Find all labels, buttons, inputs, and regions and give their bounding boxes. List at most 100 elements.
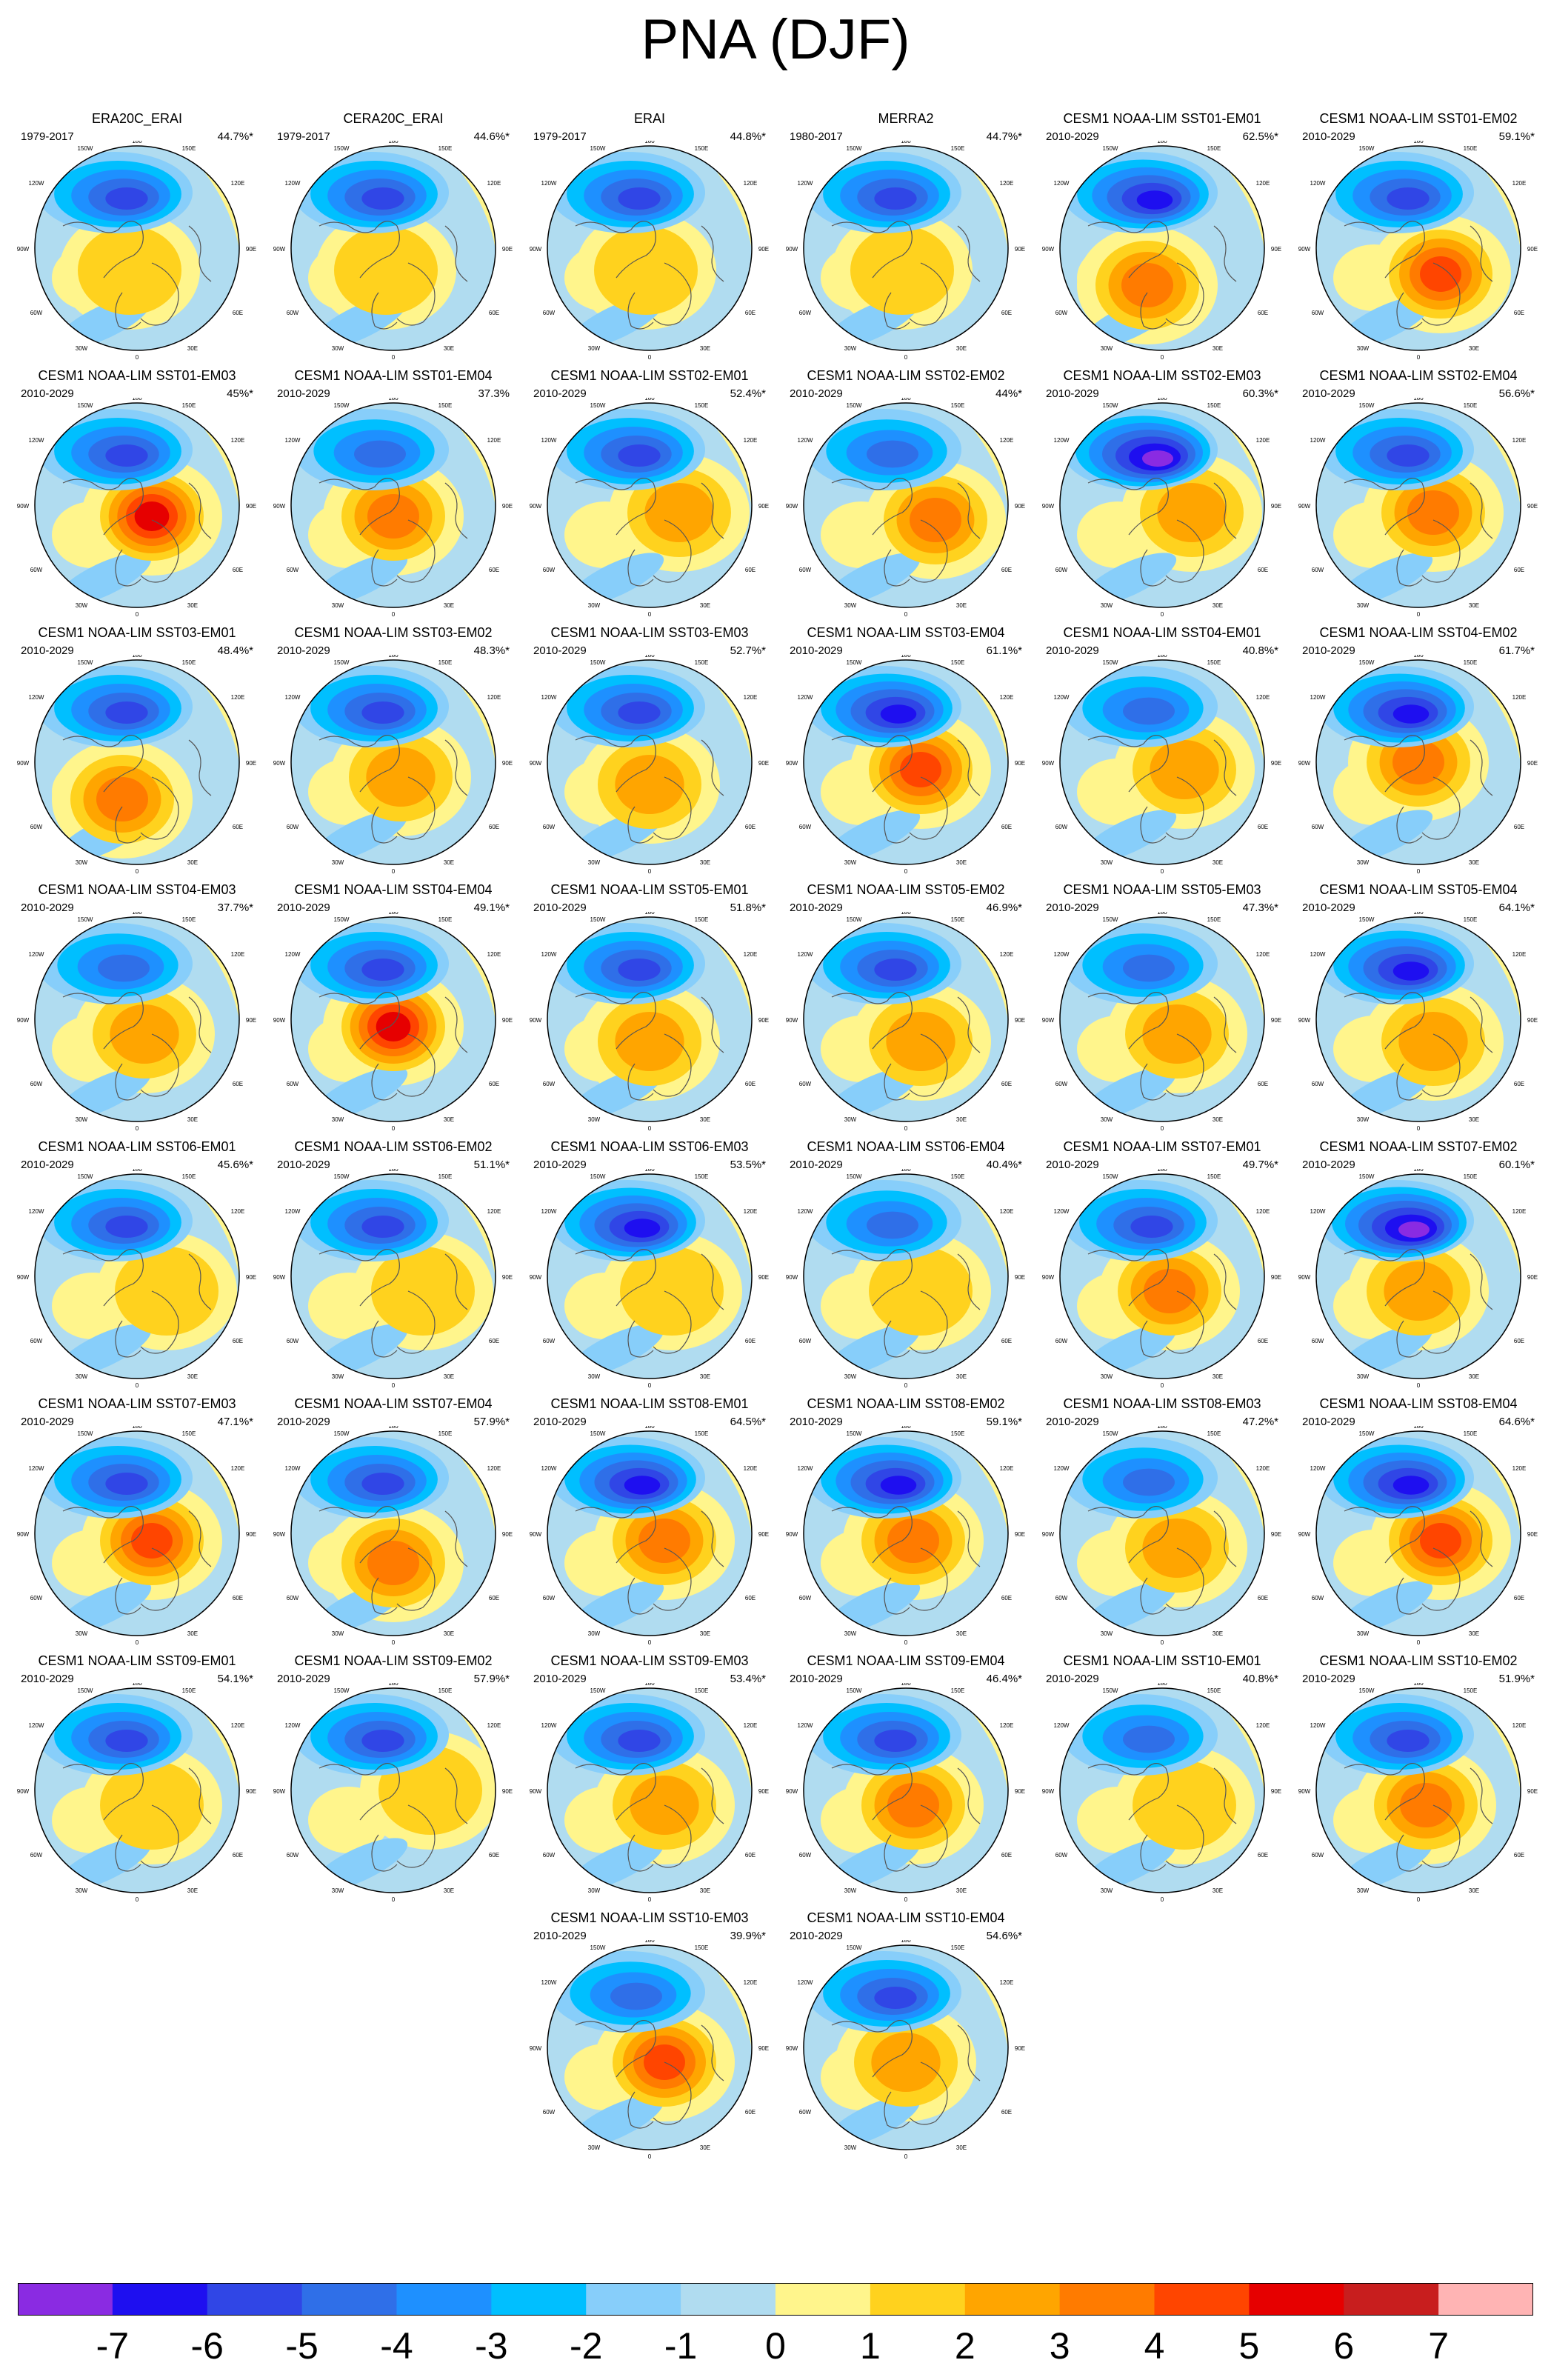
panel-variance-pct: 44.7%*	[217, 130, 253, 143]
panel-title: CESM1 NOAA-LIM SST06-EM01	[38, 1139, 236, 1154]
map-border	[1059, 1430, 1265, 1636]
map-field	[1316, 1431, 1521, 1636]
panel-period: 2010-2029	[1046, 644, 1099, 657]
polar-map: 180 0 90W 90E 120W 120E 150W 150E 60W 60E 30W 30E	[786, 398, 1025, 616]
panel-variance-pct: 59.1%*	[986, 1416, 1022, 1428]
map-panel: CESM1 NOAA-LIM SST04-EM02 2010-2029 61.7%*…	[1296, 625, 1541, 873]
panel-title: CESM1 NOAA-LIM SST04-EM03	[38, 882, 236, 897]
longitude-label: 30W	[588, 1373, 601, 1380]
map-border	[34, 659, 240, 865]
longitude-label: 150W	[1103, 916, 1118, 923]
longitude-label: 0	[1417, 1639, 1421, 1644]
panel-period: 2010-2029	[21, 387, 74, 400]
colorbar-swatch	[1154, 2283, 1250, 2316]
longitude-label: 180	[644, 1940, 655, 1944]
map-border	[1315, 1687, 1521, 1893]
longitude-label: 90W	[786, 2045, 798, 2052]
map-field	[1060, 1174, 1264, 1379]
longitude-label: 120E	[1512, 437, 1527, 444]
longitude-label: 120W	[798, 437, 813, 444]
map-border	[1315, 916, 1521, 1122]
longitude-label: 0	[648, 868, 652, 873]
longitude-label: 90E	[758, 1017, 769, 1024]
polar-map: 180 0 90W 90E 120W 120E 150W 150E 60W 60E 30W 30E	[1298, 141, 1538, 359]
map-field	[291, 146, 496, 350]
panel-variance-pct: 52.4%*	[730, 387, 766, 400]
longitude-label: 90E	[758, 2045, 769, 2052]
longitude-label: 0	[1417, 1125, 1421, 1130]
longitude-label: 90E	[1015, 1788, 1025, 1795]
longitude-label: 150W	[590, 659, 606, 666]
polar-map: 180 0 90W 90E 120W 120E 150W 150E 60W 60E 30W 30E	[530, 1169, 769, 1387]
longitude-label: 120W	[285, 1465, 301, 1472]
longitude-label: 120E	[1512, 1722, 1527, 1729]
longitude-label: 150E	[1207, 145, 1221, 152]
map-border	[1059, 145, 1265, 351]
map-panel: CESM1 NOAA-LIM SST02-EM03 2010-2029 60.3%*…	[1040, 368, 1284, 616]
colorbar-label: -6	[190, 2325, 224, 2367]
longitude-label: 60W	[543, 567, 556, 573]
colorbar-label: 4	[1144, 2325, 1165, 2367]
longitude-label: 0	[1417, 868, 1421, 873]
longitude-label: 150W	[78, 145, 93, 152]
panel-variance-pct: 54.6%*	[986, 1930, 1022, 1942]
longitude-label: 120E	[1256, 180, 1270, 187]
longitude-label: 150E	[695, 1687, 709, 1694]
longitude-label: 90W	[273, 1531, 286, 1538]
longitude-label: 60E	[1001, 2109, 1012, 2116]
polar-map: 180 0 90W 90E 120W 120E 150W 150E 60W 60E 30W 30E	[530, 1683, 769, 1901]
longitude-label: 180	[132, 1426, 142, 1430]
longitude-label: 120W	[798, 180, 813, 187]
longitude-label: 60W	[1312, 1081, 1324, 1087]
longitude-label: 60W	[287, 1852, 299, 1859]
longitude-label: 90W	[1042, 760, 1055, 767]
longitude-label: 180	[1413, 141, 1424, 144]
longitude-label: 30W	[76, 1630, 88, 1637]
longitude-label: 120W	[1054, 1208, 1070, 1215]
polar-map: 180 0 90W 90E 120W 120E 150W 150E 60W 60E 30W 30E	[1042, 655, 1281, 873]
longitude-label: 30W	[332, 1630, 344, 1637]
longitude-label: 150W	[1359, 145, 1375, 152]
longitude-label: 120W	[1054, 694, 1070, 701]
map-field	[804, 403, 1008, 607]
longitude-label: 0	[904, 1896, 908, 1901]
map-panel: ERA20C_ERAI 1979-2017 44.7%* 180 0 90W 90E 120W…	[15, 111, 259, 359]
longitude-label: 60E	[233, 824, 243, 830]
longitude-label: 90W	[17, 1531, 30, 1538]
longitude-label: 150W	[847, 402, 862, 409]
longitude-label: 120W	[29, 1722, 44, 1729]
longitude-label: 90W	[17, 1788, 30, 1795]
longitude-label: 30E	[1469, 1630, 1479, 1637]
longitude-label: 60E	[1258, 1852, 1268, 1859]
longitude-label: 120W	[285, 694, 301, 701]
panel-period: 2010-2029	[533, 1416, 587, 1428]
longitude-label: 60W	[1055, 1338, 1068, 1344]
longitude-label: 150W	[334, 402, 350, 409]
panel-title: CESM1 NOAA-LIM SST03-EM01	[38, 625, 236, 640]
longitude-label: 150E	[951, 1173, 965, 1180]
longitude-label: 120E	[1256, 1465, 1270, 1472]
longitude-label: 60E	[1001, 1595, 1012, 1601]
polar-map: 180 0 90W 90E 120W 120E 150W 150E 60W 60E 30W 30E	[273, 655, 513, 873]
longitude-label: 60W	[799, 2109, 812, 2116]
longitude-label: 90E	[1015, 246, 1025, 253]
panel-title: CESM1 NOAA-LIM SST07-EM03	[38, 1396, 236, 1411]
longitude-label: 60E	[1258, 567, 1268, 573]
longitude-label: 30E	[700, 1373, 710, 1380]
longitude-label: 60E	[233, 1338, 243, 1344]
map-field	[1060, 660, 1264, 864]
longitude-label: 150E	[695, 1944, 709, 1951]
longitude-label: 90W	[17, 246, 30, 253]
colorbar-swatch	[776, 2283, 871, 2316]
colorbar-swatch	[1249, 2283, 1344, 2316]
longitude-label: 30W	[76, 1373, 88, 1380]
map-field	[804, 1688, 1008, 1893]
longitude-label: 0	[136, 354, 139, 359]
map-panel: CESM1 NOAA-LIM SST05-EM01 2010-2029 51.8%*…	[527, 882, 772, 1130]
longitude-label: 0	[648, 1382, 652, 1387]
longitude-label: 150W	[847, 145, 862, 152]
panel-variance-pct: 57.9%*	[473, 1673, 510, 1685]
polar-map: 180 0 90W 90E 120W 120E 150W 150E 60W 60E 30W 30E	[786, 1426, 1025, 1644]
longitude-label: 60E	[745, 1338, 756, 1344]
map-panel: CESM1 NOAA-LIM SST08-EM03 2010-2029 47.2%*…	[1040, 1396, 1284, 1644]
